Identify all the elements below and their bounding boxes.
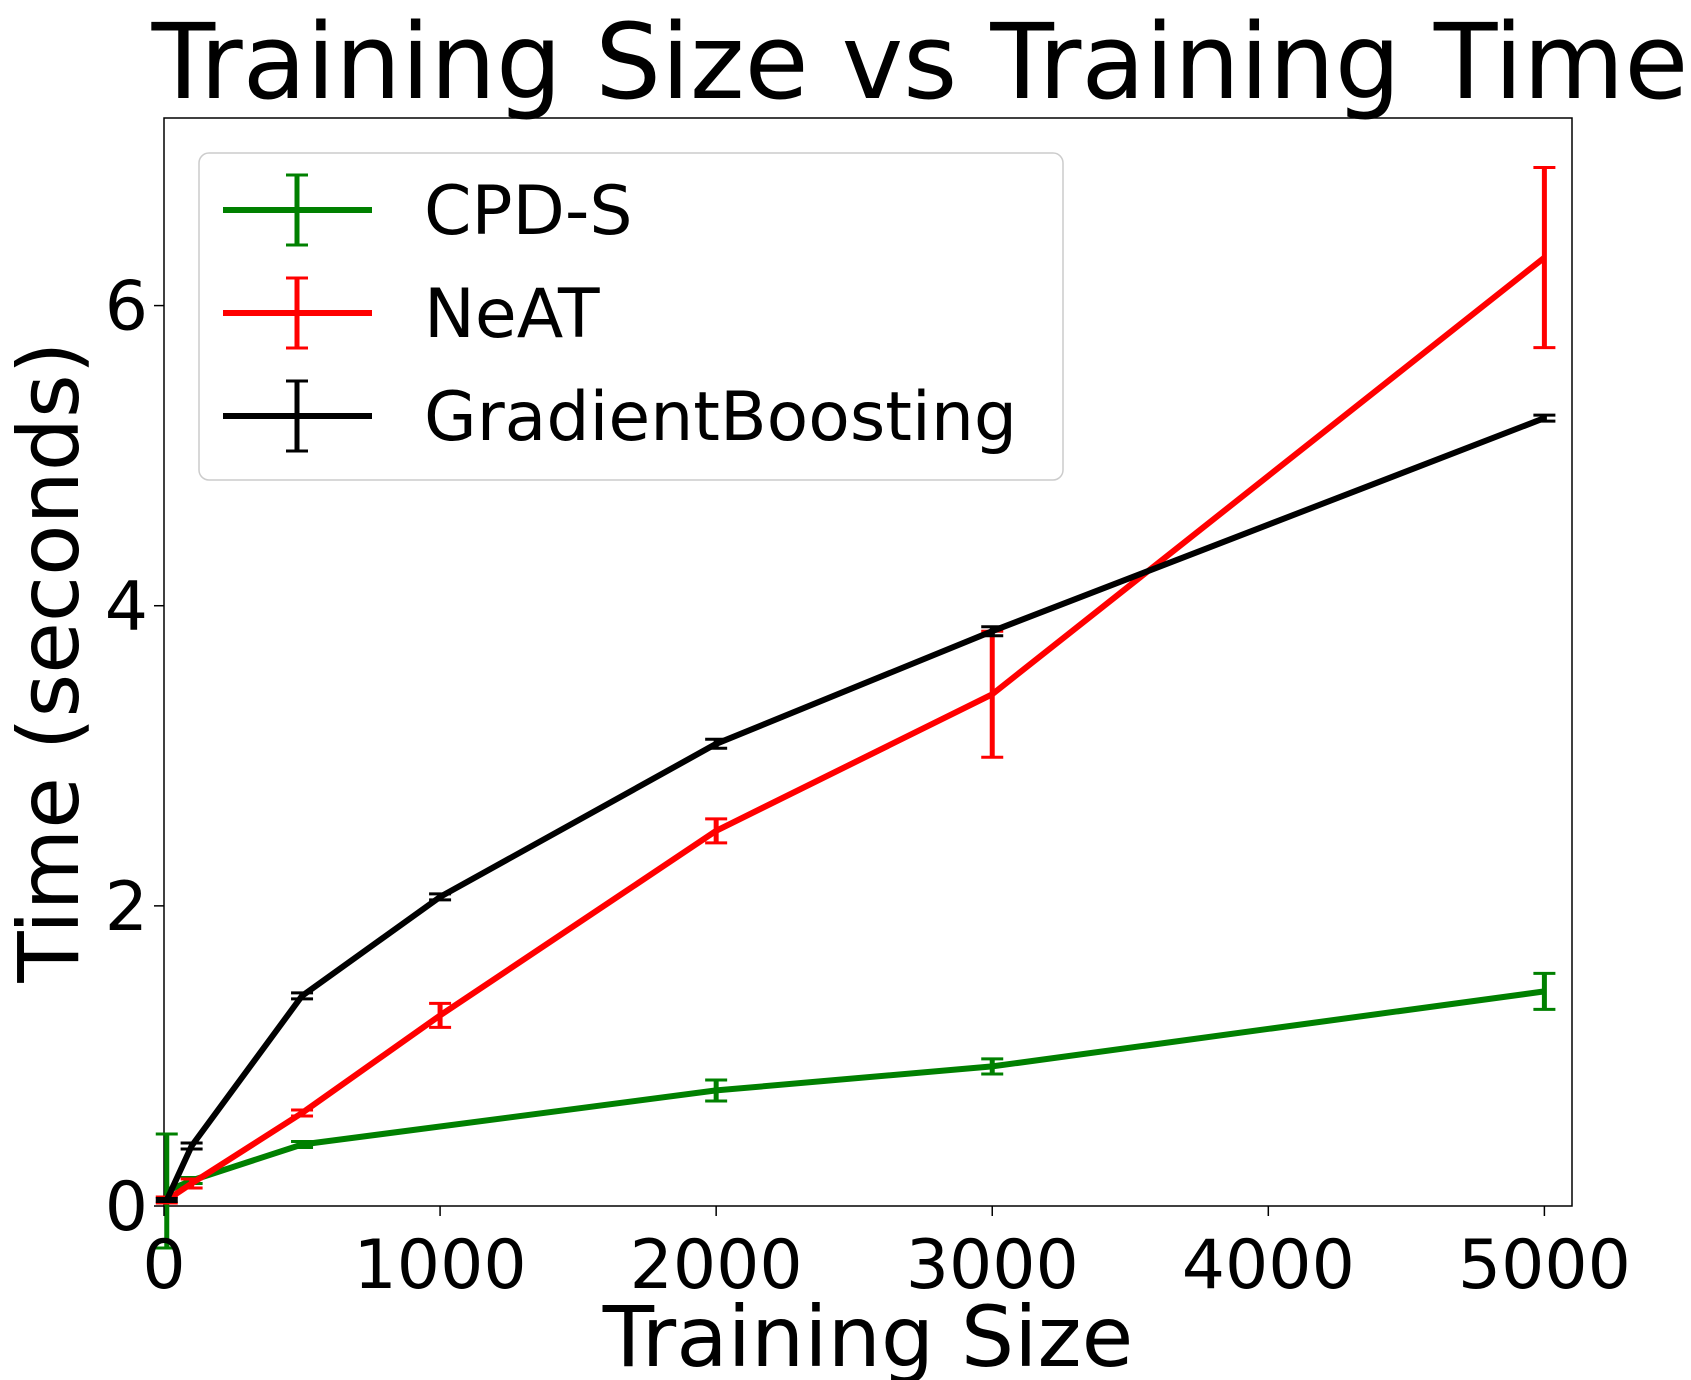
series-cpd-s-group xyxy=(155,971,1556,1250)
error-bar xyxy=(155,1132,178,1250)
y-tick-label: 4 xyxy=(105,568,148,647)
legend-item: NeAT xyxy=(223,275,600,354)
error-bar xyxy=(1533,166,1556,350)
error-bar xyxy=(155,1196,178,1203)
error-bar xyxy=(981,625,1004,638)
x-tick-label: 2000 xyxy=(630,1226,803,1305)
y-tick-label: 2 xyxy=(105,868,148,947)
chart-title: Training Size vs Training Time xyxy=(151,1,1689,123)
legend-item: CPD-S xyxy=(223,172,633,251)
error-bar xyxy=(981,1057,1004,1076)
x-axis-label: Training Size xyxy=(602,1288,1134,1380)
x-tick-label: 4000 xyxy=(1182,1226,1355,1305)
error-bar xyxy=(180,1177,203,1190)
series-layer xyxy=(155,166,1556,1250)
y-axis-label: Time (seconds) xyxy=(0,341,98,983)
x-tick-label: 1000 xyxy=(354,1226,527,1305)
y-tick-label: 0 xyxy=(105,1168,148,1247)
error-bar xyxy=(180,1141,203,1151)
error-bar xyxy=(705,817,728,845)
x-tick-label: 0 xyxy=(142,1226,185,1305)
legend-label: GradientBoosting xyxy=(424,378,1017,457)
error-bar xyxy=(1533,413,1556,423)
legend-label: NeAT xyxy=(424,275,600,354)
ticks-layer: 0 1000 2000 3000 4000 5000 0 2 4 6 xyxy=(105,268,1631,1305)
y-tick-label: 6 xyxy=(105,268,148,347)
error-bar xyxy=(291,1139,314,1149)
legend: CPD-S NeAT GradientBoosting xyxy=(198,152,1064,481)
error-bar xyxy=(429,1001,452,1029)
plot-area xyxy=(163,117,1573,1207)
error-bar xyxy=(1533,971,1556,1011)
legend-item: GradientBoosting xyxy=(223,378,1017,457)
series-line xyxy=(164,415,1546,1202)
x-tick-label: 3000 xyxy=(906,1226,1079,1305)
error-bar xyxy=(705,1078,728,1103)
x-tick-label: 5000 xyxy=(1458,1226,1631,1305)
legend-label: CPD-S xyxy=(424,172,633,251)
series-line xyxy=(165,988,1545,1194)
error-bar xyxy=(291,991,314,1001)
error-bar xyxy=(429,892,452,902)
error-bar xyxy=(705,737,728,750)
error-bar xyxy=(291,1108,314,1118)
series-gradientboosting-group xyxy=(155,413,1556,1203)
error-bar xyxy=(981,629,1004,759)
legend-box xyxy=(198,152,1064,481)
